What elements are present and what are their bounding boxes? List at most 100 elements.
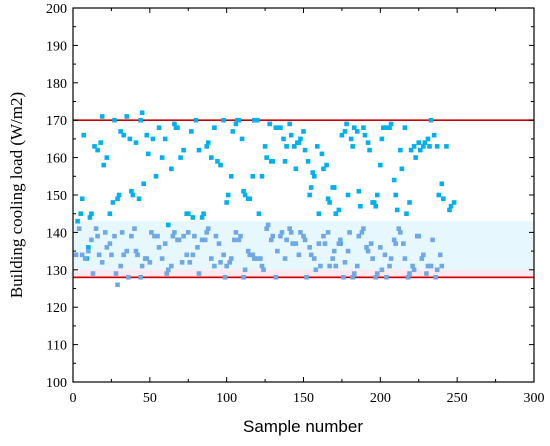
data-point: [107, 211, 113, 216]
data-point: [321, 233, 326, 239]
data-point: [333, 211, 339, 216]
data-point: [288, 132, 294, 138]
data-point: [381, 125, 386, 130]
data-point: [278, 233, 283, 239]
data-point: [361, 226, 366, 231]
data-point: [110, 200, 116, 205]
data-point: [364, 245, 369, 250]
y-tick-label: 150: [46, 189, 67, 204]
data-point: [298, 230, 303, 235]
data-point: [398, 147, 403, 153]
data-point: [324, 162, 329, 168]
data-point: [212, 263, 217, 269]
data-point: [127, 136, 133, 142]
lower-density-band: [73, 221, 534, 278]
y-tick-label: 170: [46, 114, 67, 129]
data-point: [404, 211, 409, 216]
data-point: [162, 136, 168, 142]
y-tick-label: 120: [46, 301, 67, 316]
data-point: [431, 132, 437, 138]
data-point: [170, 233, 176, 239]
data-point: [413, 155, 418, 160]
data-point: [176, 237, 182, 243]
data-point: [310, 170, 316, 175]
data-point: [356, 188, 362, 194]
data-point: [345, 248, 351, 254]
data-point: [192, 233, 197, 239]
data-point: [308, 185, 314, 190]
data-point: [384, 125, 389, 130]
data-point: [133, 248, 139, 254]
data-point: [178, 155, 183, 160]
data-point: [374, 271, 380, 276]
data-point: [407, 271, 412, 276]
data-point: [172, 230, 177, 235]
data-point: [165, 267, 171, 273]
data-point: [98, 140, 103, 145]
data-point: [95, 233, 100, 239]
data-point: [250, 174, 256, 179]
data-point: [190, 252, 196, 258]
data-point: [156, 125, 162, 130]
data-point: [205, 226, 211, 231]
data-point: [313, 267, 319, 273]
data-point: [425, 263, 431, 269]
data-point: [172, 121, 177, 127]
data-point: [199, 237, 205, 243]
data-point: [247, 252, 253, 258]
data-point: [78, 211, 83, 216]
data-point: [81, 132, 87, 138]
data-point: [425, 136, 431, 142]
data-point: [184, 252, 190, 258]
data-point: [448, 203, 454, 209]
data-point: [345, 192, 351, 198]
data-point: [218, 162, 223, 168]
data-point: [336, 207, 342, 213]
y-tick-label: 110: [47, 339, 67, 354]
data-point: [284, 237, 289, 243]
data-point: [221, 252, 226, 258]
data-point: [99, 114, 105, 119]
reference-line-layer: [73, 119, 534, 279]
data-point: [290, 241, 296, 246]
data-point: [393, 241, 398, 246]
data-point: [391, 237, 397, 243]
data-point: [273, 125, 279, 130]
data-point: [361, 125, 366, 130]
data-point: [428, 117, 434, 123]
data-point: [238, 233, 243, 239]
data-point: [222, 274, 228, 280]
data-point: [325, 230, 331, 235]
data-point: [241, 274, 246, 280]
x-tick-label: 150: [293, 391, 314, 406]
data-point: [319, 151, 325, 157]
data-point: [121, 252, 127, 258]
data-point: [282, 159, 288, 164]
data-point: [331, 248, 337, 254]
data-point: [144, 256, 150, 261]
y-tick-label: 130: [46, 264, 67, 279]
data-point: [227, 260, 233, 265]
data-point: [388, 121, 394, 127]
data-point: [73, 252, 79, 258]
data-point: [146, 151, 151, 157]
x-tick-label: 200: [370, 391, 391, 406]
data-point: [399, 166, 405, 172]
data-point: [284, 144, 289, 149]
data-point: [288, 230, 294, 235]
data-point: [305, 159, 311, 164]
data-point: [196, 271, 202, 276]
data-point: [373, 274, 379, 280]
data-point: [256, 211, 262, 216]
y-tick-label: 160: [46, 152, 67, 167]
data-point: [325, 196, 331, 202]
data-point: [233, 121, 239, 127]
data-point: [419, 256, 425, 261]
data-point: [82, 256, 88, 261]
data-point: [410, 263, 415, 269]
data-point: [354, 129, 360, 134]
data-point: [89, 211, 94, 216]
data-point: [96, 252, 102, 258]
data-point: [193, 117, 199, 123]
data-point: [296, 140, 302, 145]
